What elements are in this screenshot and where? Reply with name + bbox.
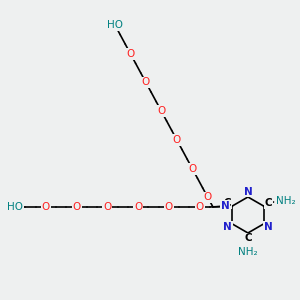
- Text: O: O: [142, 77, 150, 88]
- Text: O: O: [103, 202, 112, 212]
- Text: C: C: [224, 198, 232, 208]
- Text: O: O: [204, 192, 212, 203]
- Text: O: O: [126, 49, 135, 59]
- Text: N: N: [223, 222, 232, 232]
- Text: C: C: [244, 233, 252, 243]
- Text: N: N: [244, 187, 252, 196]
- Text: O: O: [165, 202, 173, 212]
- Text: N: N: [220, 201, 230, 211]
- Text: O: O: [196, 202, 204, 212]
- Text: C: C: [264, 198, 272, 208]
- Text: NH₂: NH₂: [275, 196, 295, 206]
- Text: HO: HO: [107, 20, 123, 30]
- Text: O: O: [188, 164, 196, 174]
- Text: O: O: [72, 202, 81, 212]
- Text: O: O: [157, 106, 166, 116]
- Text: O: O: [173, 135, 181, 145]
- Text: O: O: [42, 202, 50, 212]
- Text: N: N: [264, 222, 273, 232]
- Text: O: O: [134, 202, 142, 212]
- Text: HO: HO: [7, 202, 23, 212]
- Text: NH₂: NH₂: [238, 247, 258, 257]
